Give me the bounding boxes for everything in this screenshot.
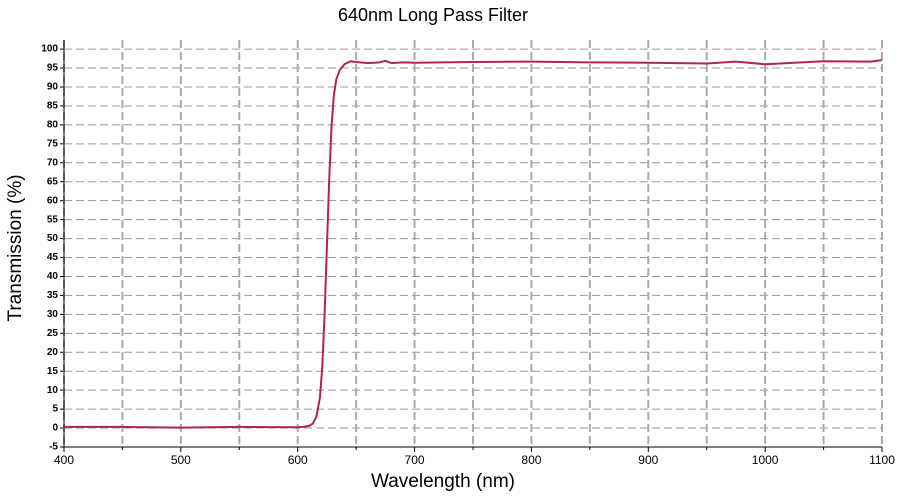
y-tick-label: 100: [41, 44, 58, 55]
y-tick-label: 50: [47, 233, 59, 244]
x-tick-label: 400: [54, 453, 74, 467]
x-axis-label: Wavelength (nm): [371, 471, 515, 492]
y-tick-label: 45: [47, 252, 59, 263]
y-tick-label: 5: [52, 404, 58, 415]
y-tick-label: 35: [47, 290, 59, 301]
y-tick-label: 40: [47, 271, 59, 282]
x-tick-label: 500: [171, 453, 191, 467]
y-tick-label: 90: [47, 82, 59, 93]
y-tick-label: 0: [52, 423, 58, 434]
y-tick-label: 70: [47, 157, 59, 168]
y-tick-label: 60: [47, 195, 59, 206]
y-tick-label: 95: [47, 63, 59, 74]
y-tick-label: 15: [47, 366, 59, 377]
x-tick-label: 1000: [752, 453, 779, 467]
x-tick-label: 800: [521, 453, 541, 467]
x-tick-label: 1100: [869, 453, 895, 467]
x-tick-label: 900: [638, 453, 658, 467]
y-tick-label: 75: [47, 138, 59, 149]
data-line: [64, 59, 883, 429]
y-tick-label: 65: [47, 176, 59, 187]
y-tick-label: 85: [47, 101, 59, 112]
y-tick-label: 10: [47, 385, 59, 396]
y-tick-label: -5: [49, 442, 58, 453]
y-tick-label: 25: [47, 328, 59, 339]
y-axis-label: Transmission (%): [5, 174, 26, 321]
x-tick-label: 600: [288, 453, 308, 467]
x-tick-label: 700: [405, 453, 425, 467]
y-tick-label: 80: [47, 120, 59, 131]
y-tick-label: 20: [47, 347, 59, 358]
y-tick-label: 30: [47, 309, 59, 320]
y-tick-label: 55: [47, 214, 59, 225]
chart-title: 640nm Long Pass Filter: [338, 5, 528, 25]
